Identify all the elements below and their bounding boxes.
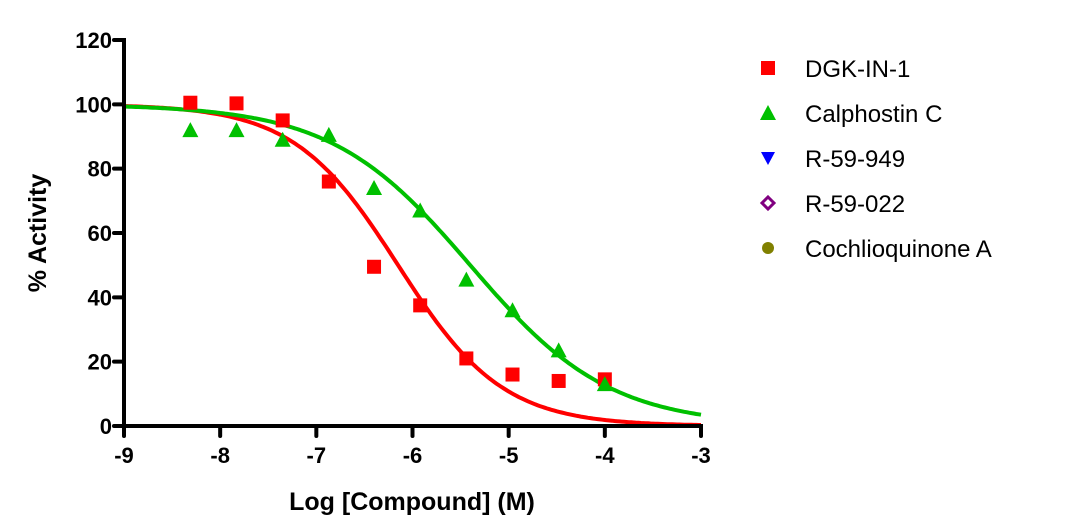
data-point-1-4 [366,179,383,195]
legend-label: Calphostin C [805,101,942,128]
x-tick-label: -7 [307,443,327,468]
data-point-0-6 [459,351,474,366]
data-points [182,95,613,392]
data-point-1-5 [412,202,429,218]
data-point-0-0 [183,95,198,110]
y-tick-label: 100 [75,92,112,117]
legend-marker-2 [761,152,775,165]
x-tick-label: -3 [691,443,711,468]
data-point-0-1 [229,96,244,111]
legend-label: Cochlioquinone A [805,236,992,263]
y-tick-label: 0 [100,414,112,439]
x-tick-label: -6 [403,443,423,468]
data-point-0-7 [505,367,520,382]
legend-marker-4 [762,242,774,254]
y-tick-label: 40 [88,285,112,310]
legend-label: DGK-IN-1 [805,56,910,83]
fit-curves [123,104,702,427]
x-tick-label: -8 [210,443,230,468]
y-tick-label: 80 [88,157,112,182]
y-axis-label: % Activity [24,174,52,293]
data-point-1-9 [596,376,613,392]
data-point-0-3 [321,174,336,189]
data-point-1-7 [504,302,521,318]
x-tick-label: -5 [499,443,519,468]
data-point-1-2 [274,131,291,147]
legend-marker-0 [761,61,775,75]
y-tick-label: 120 [75,28,112,53]
data-point-1-1 [228,122,245,138]
data-point-1-3 [320,126,337,142]
legend-marker-3 [759,194,777,212]
axes: -9 -8 -7 -6 -5 -4 -3 0 20 40 60 80 100 120 [75,28,711,468]
data-point-0-4 [367,259,382,274]
data-point-1-6 [458,271,475,287]
y-tick-label: 60 [88,221,112,246]
y-tick-label: 20 [88,350,112,375]
legend: DGK-IN-1 Calphostin C R-59-949 R-59-022 Coch… [759,56,992,263]
data-point-1-0 [182,122,199,138]
legend-label: R-59-022 [805,191,905,218]
data-point-1-8 [550,342,567,358]
data-point-0-8 [551,373,566,388]
x-tick-label: -9 [114,443,134,468]
fit-curve-1 [123,104,702,417]
data-point-0-2 [275,113,290,128]
legend-label: R-59-949 [805,146,905,173]
x-axis-label: Log [Compound] (M) [289,488,535,516]
data-point-0-5 [413,298,428,313]
fit-curve-0 [123,104,701,427]
legend-marker-1 [760,105,776,120]
x-tick-label: -4 [595,443,615,468]
